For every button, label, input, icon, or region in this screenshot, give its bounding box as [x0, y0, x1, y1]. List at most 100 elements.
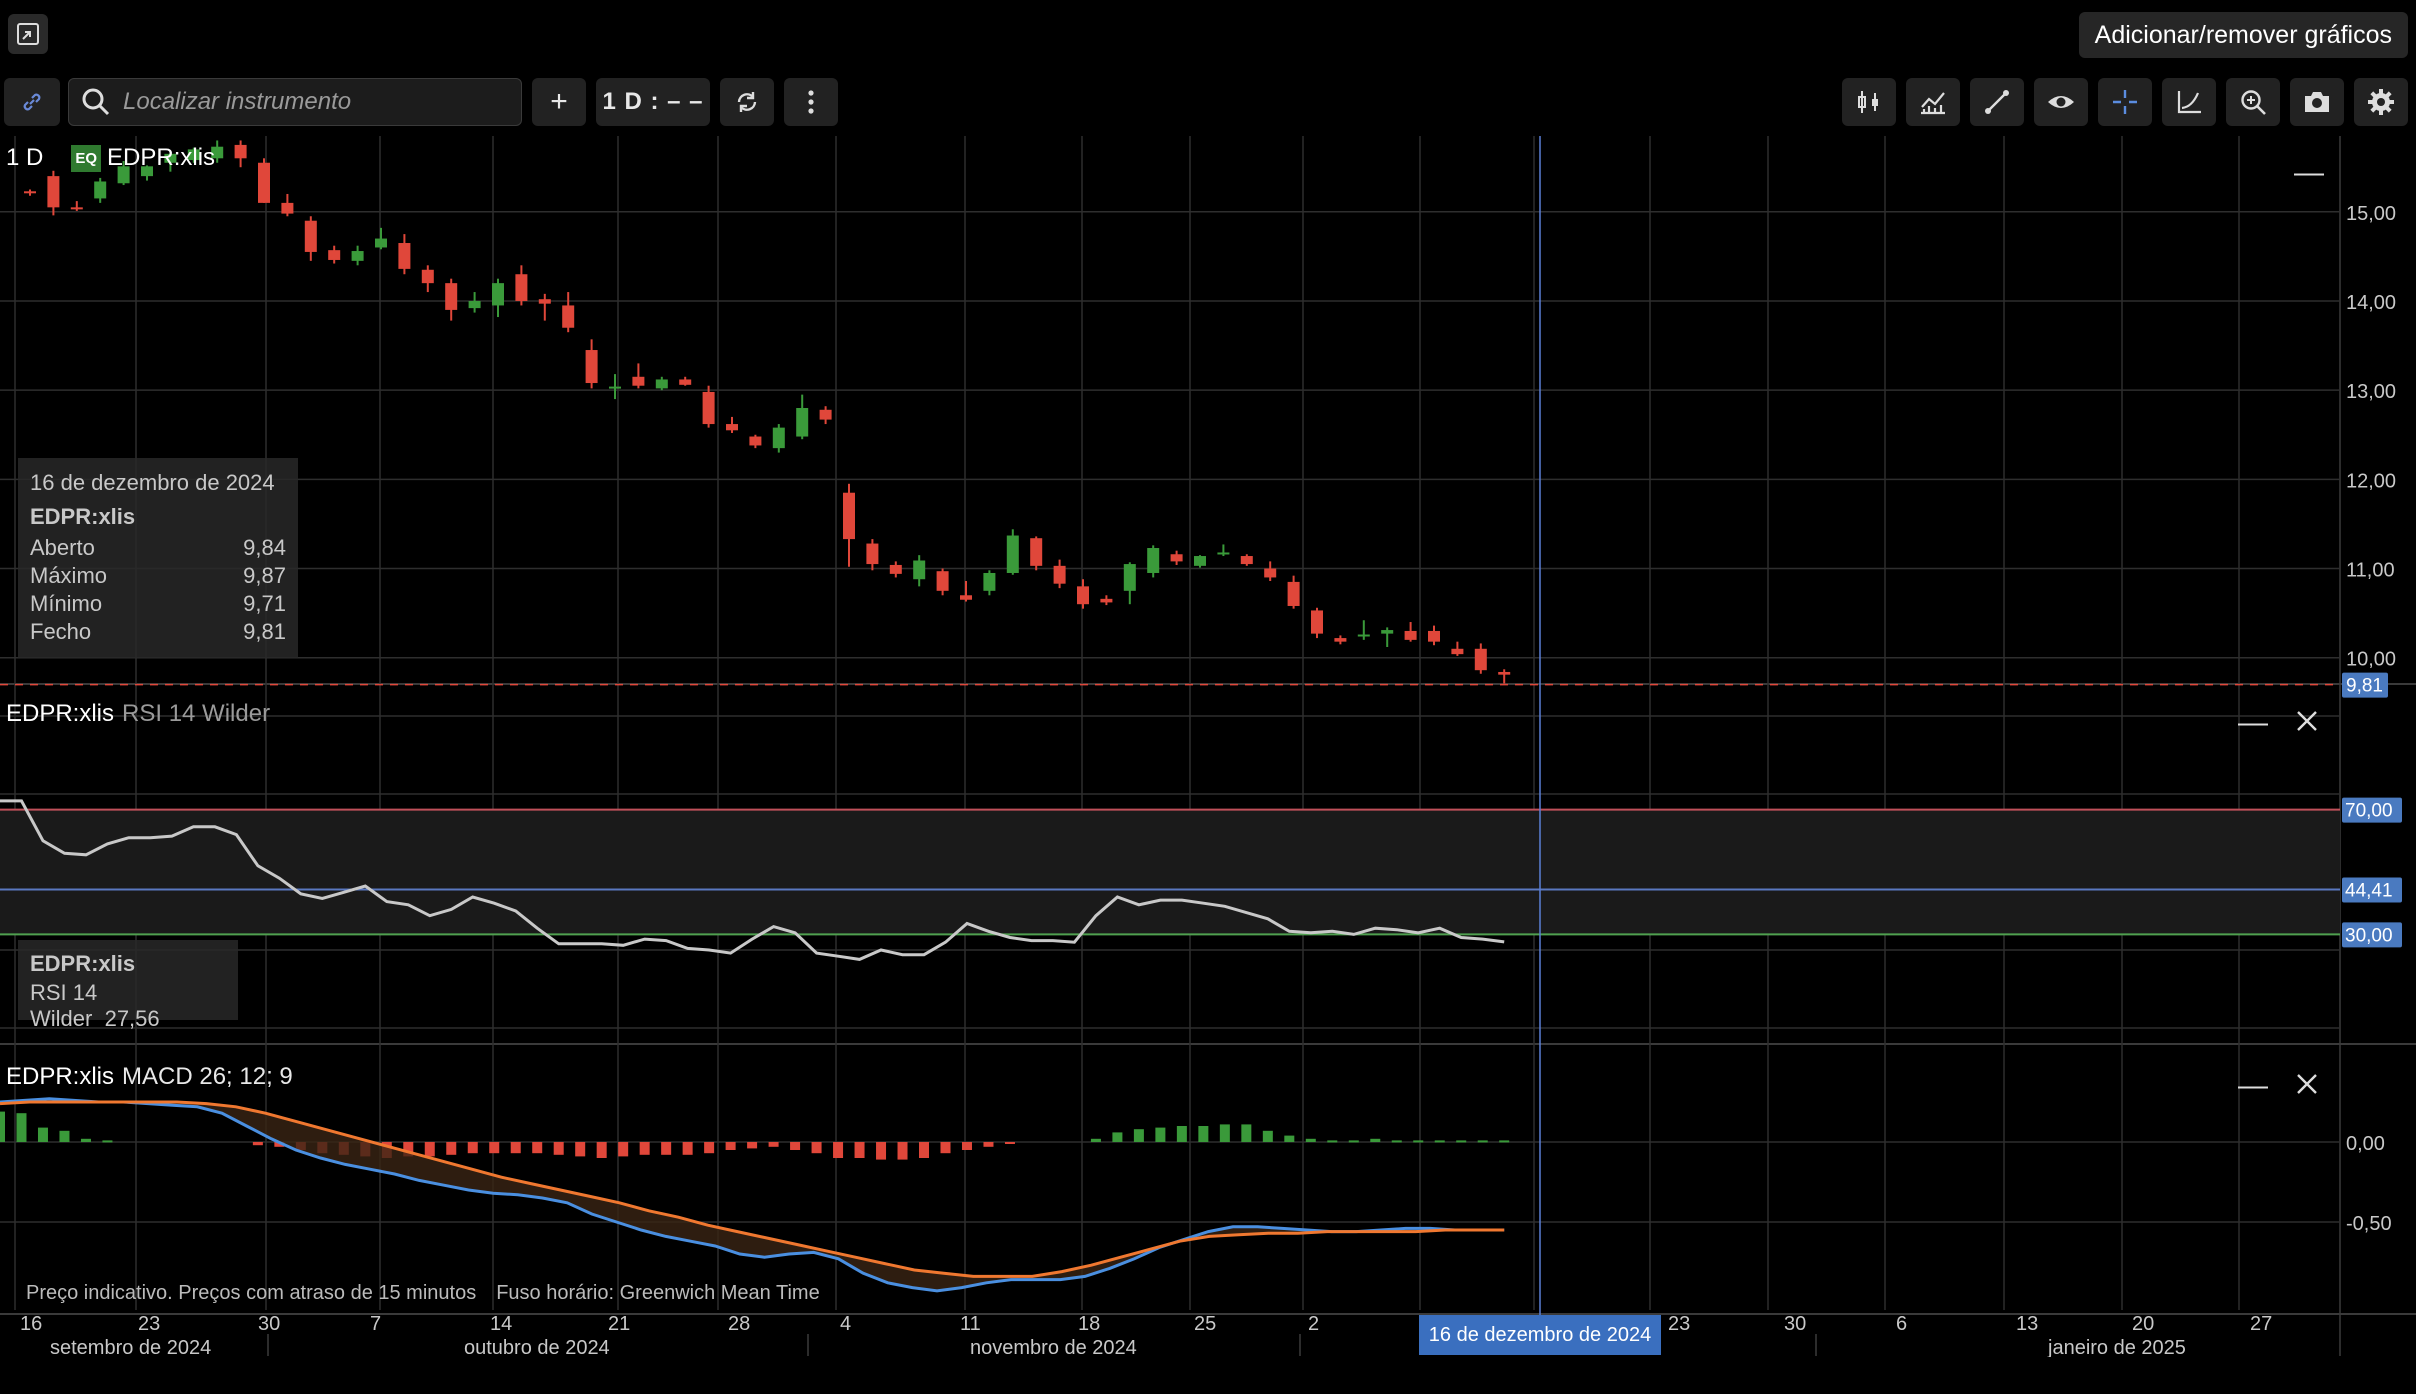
macd-histogram-bar	[37, 1127, 48, 1142]
macd-tick-label: -0,50	[2346, 1213, 2392, 1235]
candle	[632, 363, 645, 389]
x-day-label: 30	[258, 1313, 280, 1335]
zoom-button[interactable]	[2226, 78, 2280, 126]
macd-histogram-bar	[1327, 1140, 1338, 1143]
x-day-label: 28	[728, 1313, 750, 1335]
candle	[866, 539, 879, 571]
candlestick-series	[0, 140, 2340, 686]
candle-body	[1170, 554, 1183, 562]
macd-tick-label: 0,00	[2346, 1133, 2385, 1155]
tooltip-low: Mínimo 9,71	[30, 591, 286, 616]
candle-body	[772, 427, 785, 449]
add-instrument-button[interactable]: +	[532, 78, 586, 126]
minimize-main-pane-button[interactable]: —	[2294, 156, 2324, 189]
close-icon	[2297, 711, 2317, 731]
x-day-label: 13	[2016, 1313, 2038, 1335]
candle	[281, 193, 294, 217]
rsi-level-label: 70,00	[2345, 801, 2393, 822]
chart-area[interactable]: 15,0014,0013,0012,0011,0010,009,8170,004…	[0, 132, 2416, 1357]
tooltip-close: Fecho 9,81	[30, 619, 286, 644]
settings-button[interactable]	[2354, 78, 2408, 126]
candle-body	[679, 379, 692, 385]
crosshair-icon	[2113, 90, 2137, 114]
candle	[94, 177, 107, 203]
crosshair-date-flag: 16 de dezembro de 2024	[1419, 1315, 1661, 1355]
curve-icon	[2177, 91, 2201, 114]
macd-histogram-bar	[661, 1142, 672, 1155]
indicators-icon	[1921, 92, 1945, 115]
macd-histogram-bar	[1284, 1135, 1295, 1142]
candle-body	[1357, 634, 1370, 637]
candle-body	[983, 572, 996, 591]
link-button[interactable]	[4, 78, 60, 126]
candle	[679, 376, 692, 386]
add-remove-charts-button[interactable]: Adicionar/remover gráficos	[2078, 12, 2408, 58]
link-icon	[23, 93, 41, 111]
candle	[960, 581, 972, 602]
candle-body	[913, 560, 926, 580]
x-day-label: 6	[1896, 1313, 1907, 1335]
macd-histogram-bar	[682, 1142, 693, 1155]
candle	[164, 152, 177, 172]
draw-line-button[interactable]	[1970, 78, 2024, 126]
more-options-button[interactable]	[784, 78, 838, 126]
candle	[1170, 550, 1183, 565]
curve-tool-button[interactable]	[2162, 78, 2216, 126]
x-day-label: 14	[490, 1313, 512, 1335]
candle	[492, 278, 504, 318]
instrument-search[interactable]	[68, 78, 522, 126]
candle	[70, 201, 83, 211]
interval-label: 1 D	[6, 144, 44, 171]
macd-histogram-bar	[0, 1111, 5, 1142]
period-selector[interactable]: 1 D : – –	[596, 78, 710, 126]
candle-body	[47, 176, 60, 208]
candle	[585, 339, 598, 389]
macd-histogram-bar	[1262, 1130, 1273, 1142]
candle-body	[234, 144, 247, 159]
price-tick-label: 14,00	[2346, 292, 2396, 314]
candle-body	[421, 269, 434, 284]
candle	[24, 189, 36, 196]
candle-body	[1311, 610, 1323, 634]
visibility-button[interactable]	[2034, 78, 2088, 126]
candle-body	[1240, 556, 1253, 565]
top-bar: Adicionar/remover gráficos	[0, 0, 2416, 66]
candle	[375, 227, 387, 250]
macd-cloud	[0, 1098, 1505, 1291]
x-day-label: 27	[2250, 1313, 2272, 1335]
macd-histogram-bar	[575, 1142, 586, 1157]
candle-body	[398, 243, 411, 269]
x-month-label: janeiro de 2025	[2047, 1337, 2186, 1357]
minimize-rsi-pane-button[interactable]: —	[2238, 706, 2268, 739]
macd-histogram-bar	[704, 1142, 715, 1154]
x-month-label: outubro de 2024	[464, 1337, 610, 1357]
macd-histogram-bar	[510, 1142, 521, 1154]
chart-type-button[interactable]	[1842, 78, 1896, 126]
macd-histogram-bar	[876, 1142, 887, 1160]
minimize-macd-pane-button[interactable]: —	[2238, 1069, 2268, 1102]
candle	[1217, 544, 1230, 557]
macd-pane-label: EDPR:xlis MACD 26; 12; 9	[6, 1063, 293, 1091]
close-rsi-pane-button[interactable]	[2294, 708, 2320, 740]
search-input[interactable]	[121, 87, 505, 117]
exit-fullscreen-button[interactable]	[8, 14, 48, 54]
candle	[1474, 643, 1487, 674]
candle-body	[187, 149, 200, 161]
candle	[1147, 545, 1160, 578]
candle-body	[632, 376, 645, 386]
crosshair-button[interactable]	[2098, 78, 2152, 126]
indicators-button[interactable]	[1906, 78, 1960, 126]
screenshot-button[interactable]	[2290, 78, 2344, 126]
equity-badge: EQ	[71, 145, 102, 173]
x-day-label: 16	[20, 1313, 42, 1335]
refresh-button[interactable]	[720, 78, 774, 126]
macd-histogram-bar	[983, 1142, 994, 1147]
macd-histogram-bar	[1004, 1142, 1015, 1144]
macd-histogram-bar	[1456, 1140, 1467, 1143]
close-macd-pane-button[interactable]	[2294, 1071, 2320, 1103]
candle-body	[351, 251, 364, 261]
x-day-label: 11	[960, 1313, 981, 1335]
macd-histogram-bar	[403, 1142, 414, 1157]
candle	[726, 416, 738, 433]
macd-histogram-bar	[1305, 1138, 1316, 1142]
